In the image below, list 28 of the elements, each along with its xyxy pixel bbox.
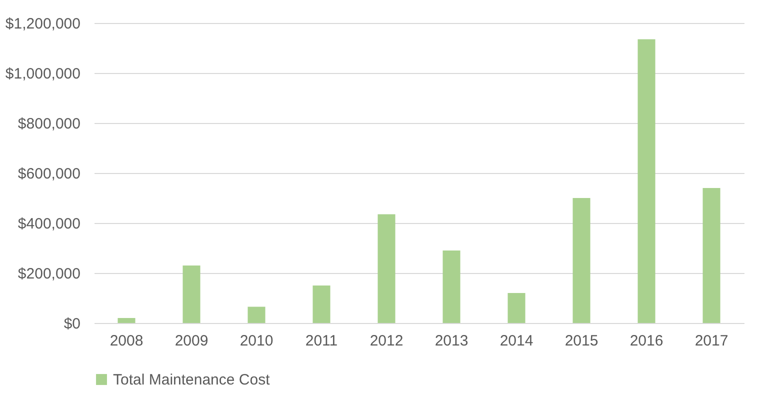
bar: [312, 286, 330, 323]
bar: [248, 306, 266, 323]
x-tick-label: 2009: [174, 332, 208, 350]
x-tick-label: 2008: [110, 332, 144, 350]
y-tick-label: $600,000: [18, 166, 80, 182]
bar: [572, 198, 590, 323]
x-tick-label: 2010: [240, 332, 274, 350]
x-tick-label: 2017: [694, 332, 728, 350]
y-tick-label: $800,000: [18, 116, 80, 132]
x-tick-label: 2015: [564, 332, 598, 350]
y-tick-label: $400,000: [18, 216, 80, 232]
bar: [702, 188, 720, 323]
bar: [508, 293, 526, 323]
x-tick-label: 2014: [500, 332, 534, 350]
bar: [638, 39, 656, 323]
legend-label: Total Maintenance Cost: [113, 372, 271, 388]
x-tick-label: 2012: [370, 332, 404, 350]
y-tick-label: $0: [64, 316, 80, 332]
bar: [442, 250, 460, 323]
x-tick-label: 2016: [630, 332, 664, 350]
bar: [378, 214, 396, 323]
y-tick-label: $200,000: [18, 266, 80, 282]
x-tick-label: 2011: [305, 332, 338, 350]
bar: [182, 266, 200, 323]
y-tick-label: $1,200,000: [5, 16, 80, 32]
x-tick-label: 2013: [434, 332, 468, 350]
y-tick-label: $1,000,000: [5, 66, 80, 82]
bar: [118, 318, 136, 323]
